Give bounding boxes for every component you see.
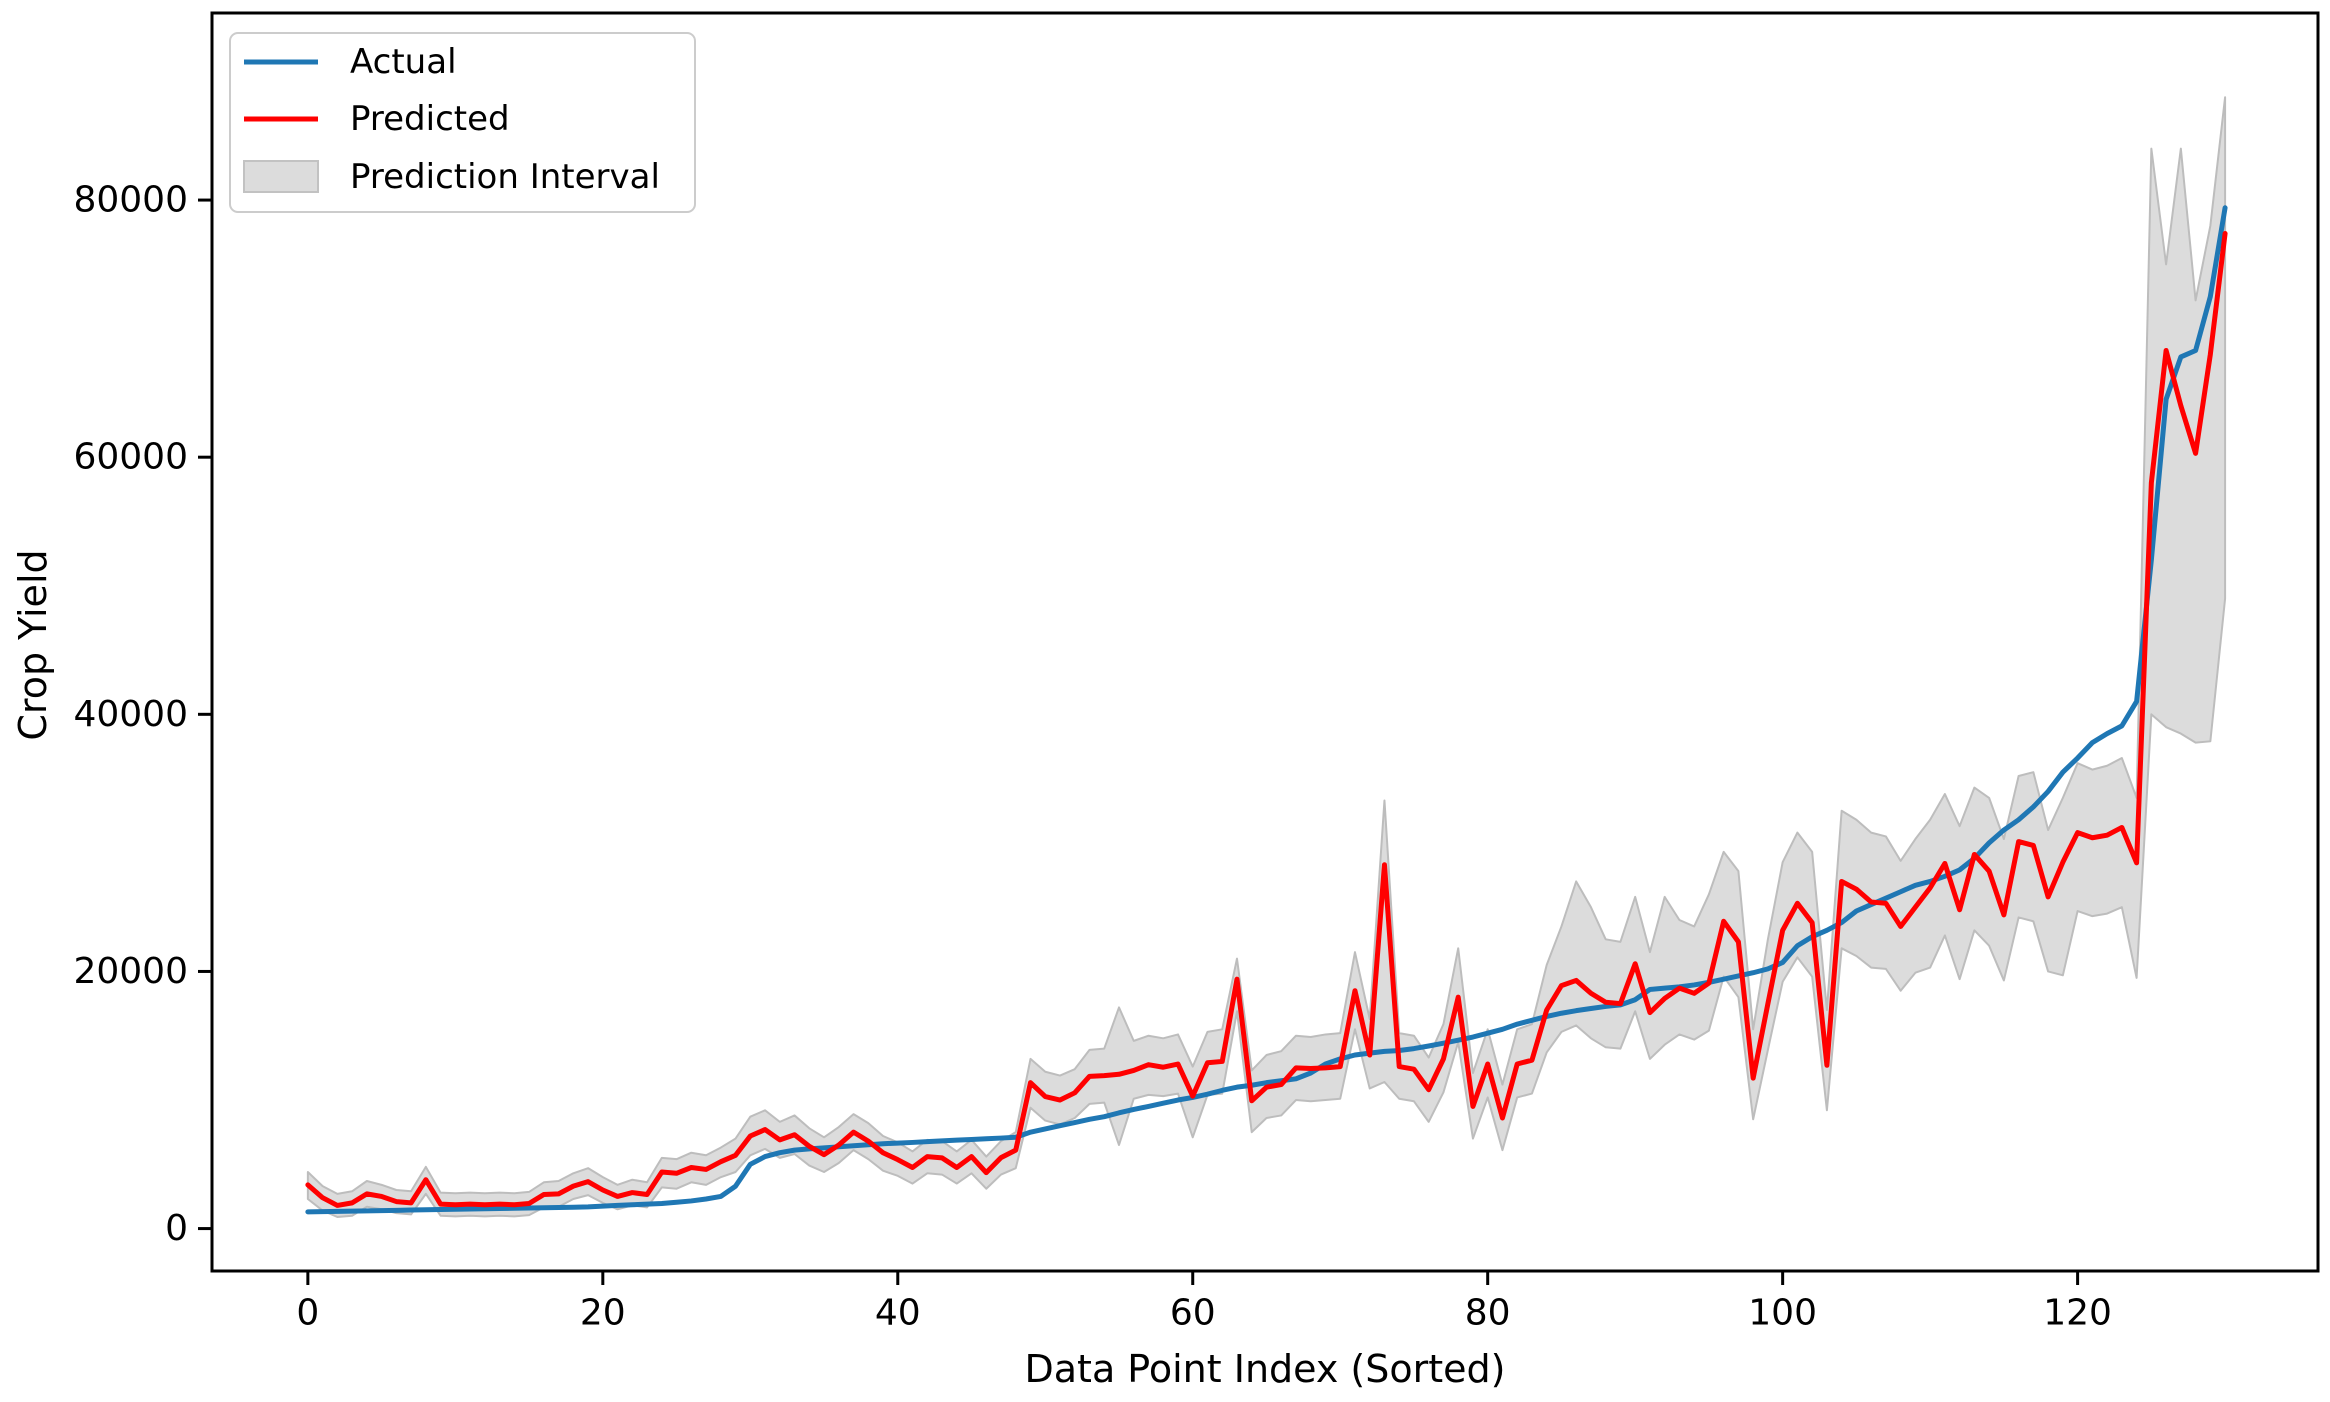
x-tick-label: 120 <box>2043 1293 2112 1334</box>
axes-frame <box>210 11 2320 1273</box>
legend-interval-patch-sample <box>243 160 319 193</box>
predicted-line <box>305 230 2228 1208</box>
actual-line <box>305 205 2228 1215</box>
legend: Actual Predicted Prediction Interval <box>229 32 696 213</box>
legend-predicted-label: Predicted <box>350 99 510 139</box>
x-tick-label: 80 <box>1465 1293 1511 1334</box>
x-tick-label: 20 <box>580 1293 626 1334</box>
y-tick-label: 60000 <box>73 437 188 478</box>
y-tick-label: 80000 <box>73 180 188 221</box>
legend-actual-label: Actual <box>350 42 457 82</box>
legend-frame <box>229 32 696 213</box>
x-tick-label: 0 <box>296 1293 319 1334</box>
plot-area: 0 20 40 60 80 100 120 0 20000 40000 60000 80000 <box>73 11 2320 1334</box>
y-tick-label: 40000 <box>73 694 188 735</box>
x-tick-label: 60 <box>1170 1293 1216 1334</box>
y-tick-label: 20000 <box>73 951 188 992</box>
x-tick-label: 100 <box>1748 1293 1817 1334</box>
x-axis-label: Data Point Index (Sorted) <box>1025 1347 1506 1391</box>
x-tick-label: 40 <box>875 1293 921 1334</box>
prediction-interval-band <box>306 96 2227 1219</box>
y-axis-label: Crop Yield <box>11 549 55 740</box>
legend-interval-label: Prediction Interval <box>350 157 660 197</box>
y-tick-label: 0 <box>165 1208 188 1249</box>
